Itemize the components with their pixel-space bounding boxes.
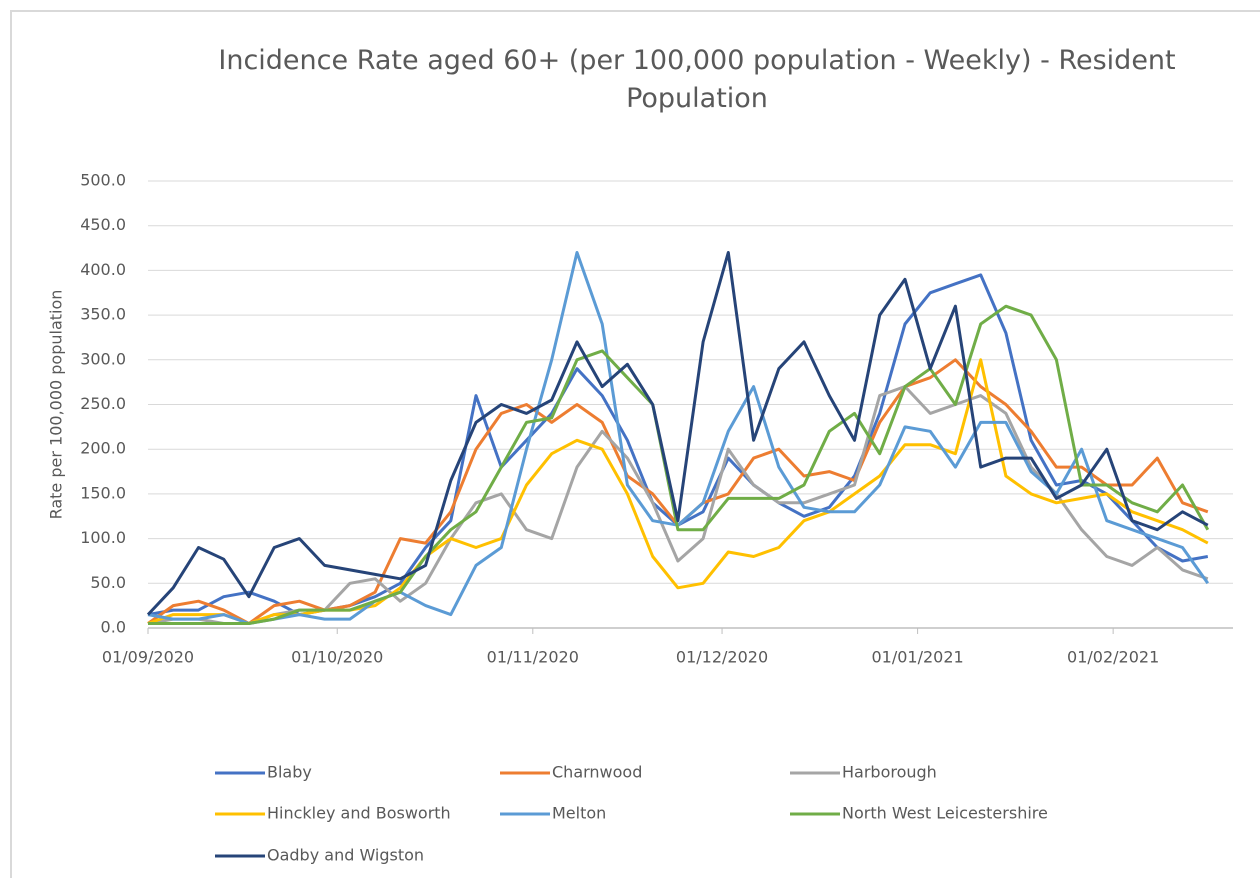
x-tick-label: 01/01/2021: [871, 648, 963, 667]
series-line: [148, 304, 1210, 625]
x-tick-label: 01/10/2020: [291, 648, 383, 667]
x-tick-label: 01/02/2021: [1067, 648, 1159, 667]
legend-label: Oadby and Wigston: [267, 846, 424, 865]
y-tick-label: 150.0: [80, 483, 126, 502]
y-tick-label: 500.0: [80, 171, 126, 190]
series-line: [147, 358, 1209, 625]
series-line: [147, 358, 1209, 625]
y-tick-label: 450.0: [80, 215, 126, 234]
x-tick-label: 01/09/2020: [102, 648, 194, 667]
y-tick-label: 350.0: [80, 305, 126, 324]
x-tick-label: 01/11/2020: [487, 648, 579, 667]
y-tick-label: 0.0: [101, 618, 126, 637]
y-tick-label: 100.0: [80, 528, 126, 547]
legend-label: Charnwood: [552, 763, 642, 782]
series-line: [147, 251, 1210, 625]
series-line: [147, 273, 1209, 617]
legend-label: Harborough: [842, 763, 937, 782]
y-tick-label: 50.0: [90, 573, 126, 592]
y-tick-label: 250.0: [80, 394, 126, 413]
y-axis-title: Rate per 100,000 population: [47, 290, 66, 520]
x-tick-label: 01/12/2020: [676, 648, 768, 667]
legend-label: Blaby: [267, 763, 312, 782]
y-tick-label: 400.0: [80, 260, 126, 279]
y-tick-label: 200.0: [80, 439, 126, 458]
legend-label: North West Leicestershire: [842, 804, 1048, 823]
chart-frame: [10, 10, 1260, 878]
legend-label: Melton: [552, 804, 606, 823]
chart-title: Incidence Rate aged 60+ (per 100,000 pop…: [218, 45, 1176, 114]
y-tick-label: 300.0: [80, 349, 126, 368]
legend-label: Hinckley and Bosworth: [267, 804, 451, 823]
series-line: [146, 251, 1209, 616]
